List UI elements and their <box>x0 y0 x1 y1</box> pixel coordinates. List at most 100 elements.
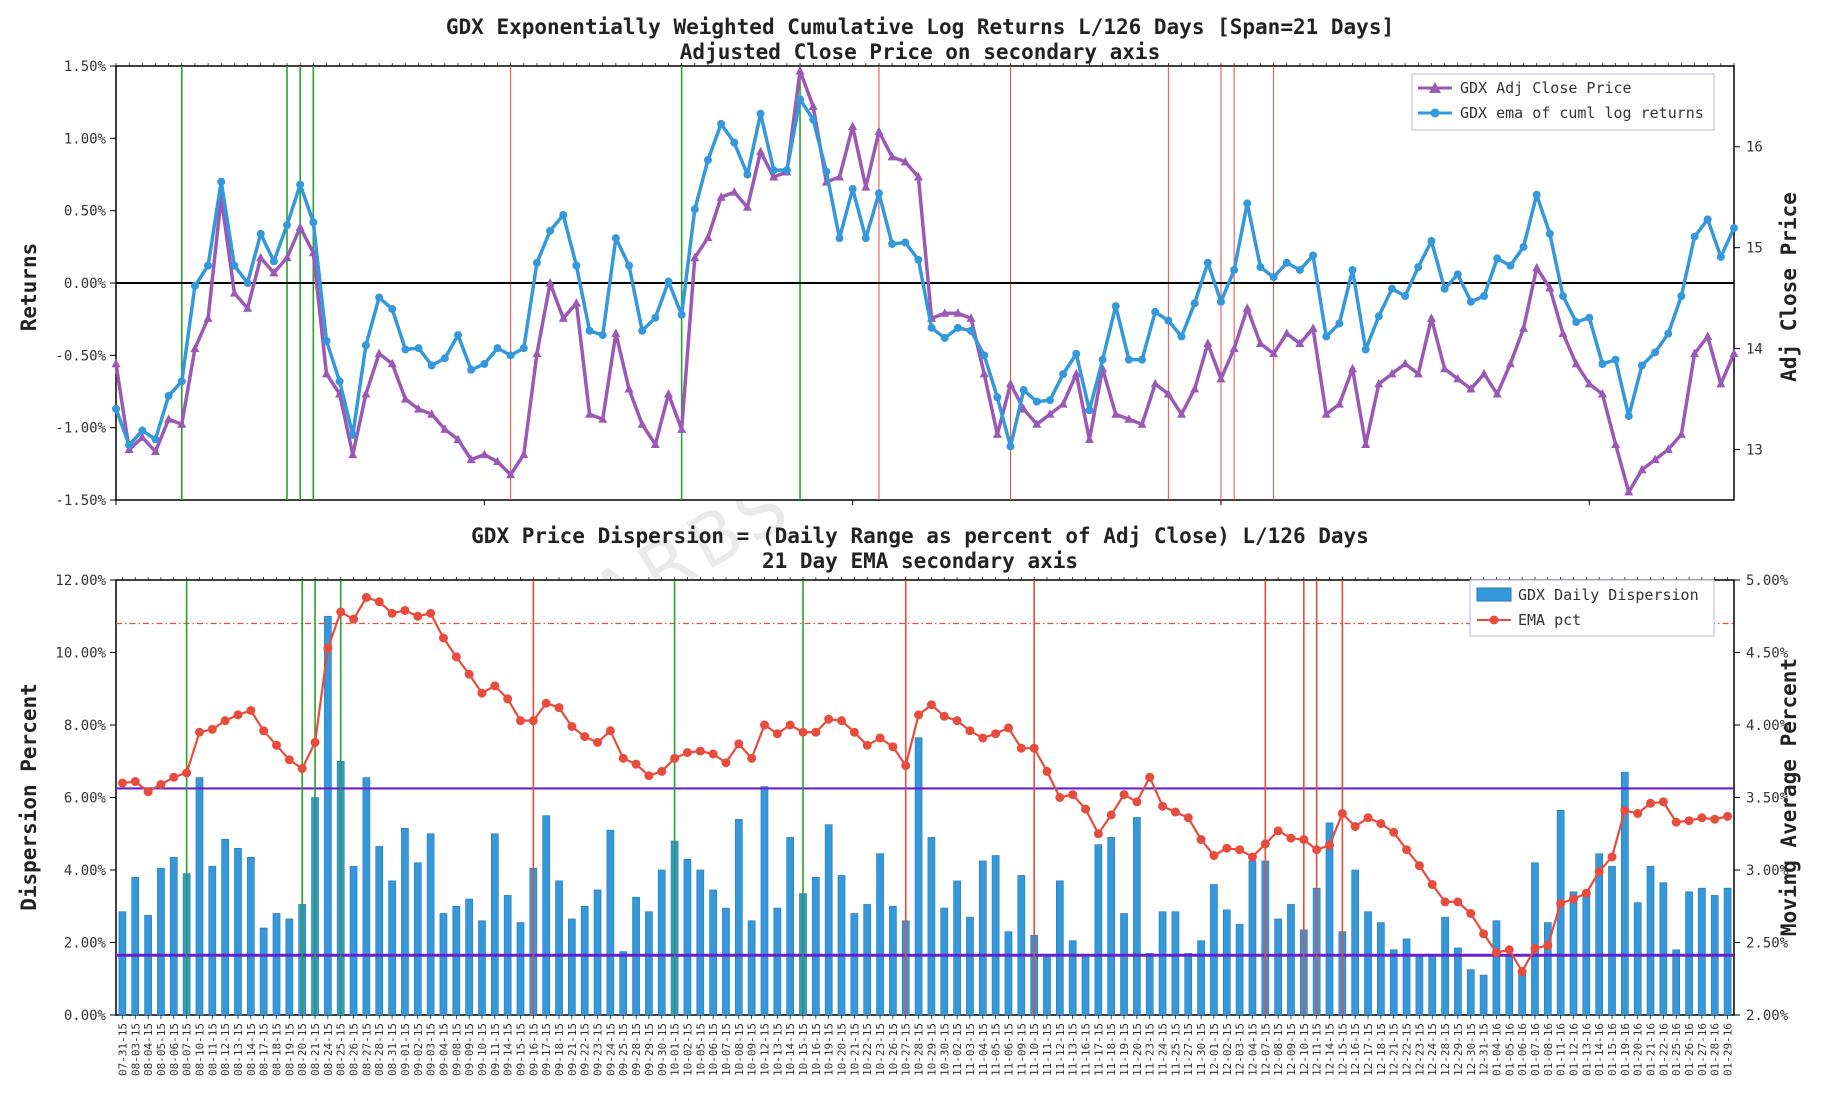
price-point <box>677 424 687 433</box>
x-tick-label: 09-04-15 <box>437 1023 450 1076</box>
returns-point <box>348 430 357 439</box>
price-point <box>1663 444 1673 454</box>
returns-point <box>532 258 541 267</box>
returns-point <box>1506 261 1515 270</box>
x-tick-label: 11-20-15 <box>1131 1023 1144 1076</box>
ema-point <box>1119 790 1129 800</box>
bottom-legend: GDX Daily Dispersion EMA pct <box>1469 579 1715 637</box>
returns-point <box>1703 215 1712 224</box>
x-tick-label: 01-29-16 <box>1722 1023 1735 1076</box>
returns-point <box>980 351 989 360</box>
returns-point <box>835 234 844 243</box>
dispersion-bar <box>1145 953 1154 1016</box>
dispersion-bar <box>555 880 563 1016</box>
returns-point <box>1611 355 1620 364</box>
price-point <box>663 389 673 398</box>
bottom-y-tick-label: 10.00% <box>55 646 106 662</box>
returns-point <box>1072 349 1081 358</box>
x-tick-label: 09-15-15 <box>515 1023 528 1076</box>
legend-price: GDX Adj Close Price <box>1460 79 1632 97</box>
returns-point <box>414 344 423 353</box>
dispersion-bar <box>889 905 897 1016</box>
x-tick-label: 08-14-15 <box>245 1023 258 1076</box>
dispersion-bar <box>272 913 281 1016</box>
dispersion-bar <box>991 855 1000 1016</box>
returns-point <box>440 354 449 363</box>
price-point <box>1505 358 1515 368</box>
price-point <box>808 101 818 110</box>
x-tick-label: 10-09-15 <box>746 1023 759 1076</box>
price-point <box>1163 389 1173 398</box>
x-tick-label: 10-06-15 <box>707 1023 720 1076</box>
returns-point <box>914 255 923 264</box>
x-tick-label: 12-08-15 <box>1272 1023 1285 1076</box>
ema-point <box>772 729 782 739</box>
x-tick-label: 12-31-15 <box>1478 1023 1491 1076</box>
dispersion-bar <box>1210 884 1218 1016</box>
dispersion-bar <box>1235 924 1244 1016</box>
x-tick-label: 08-06-15 <box>168 1023 181 1076</box>
price-point <box>861 182 871 191</box>
x-tick-label: 12-21-15 <box>1388 1023 1401 1076</box>
legend-ema: EMA pct <box>1518 611 1581 629</box>
price-point <box>479 449 489 459</box>
dispersion-bar <box>1479 974 1488 1016</box>
ema-point <box>618 753 628 763</box>
returns-point <box>1111 302 1120 311</box>
returns-point <box>703 156 712 165</box>
top-y-tick-label: 1.50% <box>64 59 107 75</box>
ema-point <box>734 739 744 749</box>
price-point <box>1387 368 1397 378</box>
returns-point <box>1256 263 1265 272</box>
ema-point <box>503 694 513 704</box>
price-point <box>703 232 713 242</box>
returns-point <box>1361 345 1370 354</box>
ema-point <box>1710 814 1720 824</box>
dispersion-bar <box>1389 949 1398 1016</box>
x-tick-label: 09-02-15 <box>412 1023 425 1076</box>
price-point <box>348 449 358 459</box>
dispersion-bar <box>195 777 204 1016</box>
dispersion-bar <box>812 876 820 1016</box>
dispersion-bar <box>1659 882 1668 1016</box>
x-tick-label: 10-30-15 <box>938 1023 951 1076</box>
x-tick-label: 09-01-15 <box>399 1023 412 1076</box>
returns-point <box>1230 265 1239 274</box>
price-point <box>111 358 121 368</box>
price-point <box>966 313 976 322</box>
x-tick-label: 07-31-15 <box>116 1023 129 1076</box>
x-tick-label: 08-28-15 <box>373 1023 386 1076</box>
dispersion-bar <box>683 858 692 1016</box>
price-point <box>269 267 279 277</box>
ema-point <box>695 746 705 756</box>
ema-point <box>837 716 847 726</box>
price-point <box>243 303 253 312</box>
returns-point <box>519 344 528 353</box>
bottom-y2-tick-label: 5.00% <box>1746 573 1789 589</box>
x-tick-label: 11-25-15 <box>1169 1023 1182 1076</box>
ema-point <box>824 714 834 724</box>
returns-point <box>848 184 857 193</box>
x-tick-label: 08-03-15 <box>129 1023 142 1076</box>
bottom-y2-tick-label: 3.50% <box>1746 791 1789 807</box>
x-tick-label: 01-28-16 <box>1709 1023 1722 1076</box>
ema-point <box>451 652 461 662</box>
returns-point <box>756 109 765 118</box>
dispersion-bar <box>1402 938 1411 1016</box>
ema-point <box>259 726 269 736</box>
x-tick-label: 10-16-15 <box>810 1023 823 1076</box>
returns-point <box>1006 442 1015 451</box>
dispersion-bar <box>773 907 782 1016</box>
x-tick-label: 10-21-15 <box>848 1023 861 1076</box>
x-tick-label: 11-30-15 <box>1195 1023 1208 1076</box>
x-tick-label: 09-21-15 <box>566 1023 579 1076</box>
ema-point <box>541 698 551 708</box>
dispersion-bar <box>490 833 499 1016</box>
dispersion-bar <box>349 866 358 1016</box>
price-point <box>834 172 844 181</box>
price-point <box>1282 328 1292 337</box>
returns-point <box>1651 348 1660 357</box>
dispersion-bar <box>375 846 384 1016</box>
ema-point <box>1235 845 1245 855</box>
returns-point <box>361 341 370 350</box>
